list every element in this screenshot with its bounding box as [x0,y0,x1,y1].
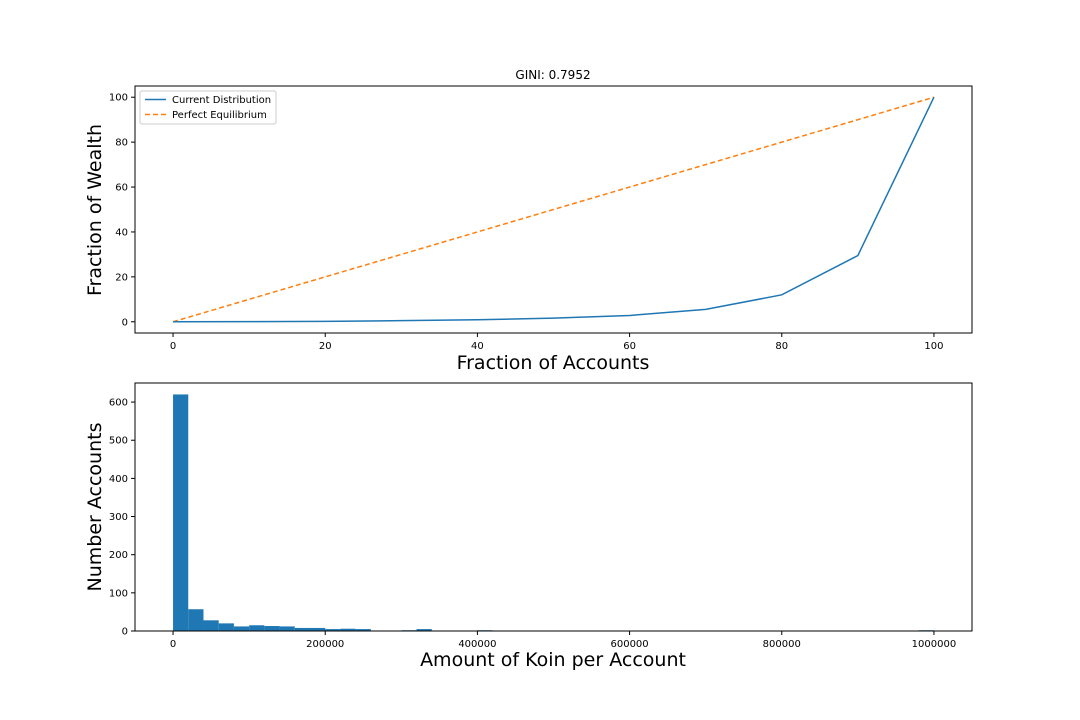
legend: Current Distribution Perfect Equilibrium [139,90,277,125]
top-y-axis-title: Fraction of Wealth [84,124,106,296]
histogram-bar [188,609,204,631]
histogram-bar [173,394,189,631]
histogram-bar [218,623,234,631]
top-x-tick-label: 20 [319,341,332,352]
top-x-tick-label: 0 [170,341,176,352]
legend-label-equilibrium: Perfect Equilibrium [172,110,267,121]
bottom-y-axis-title: Number Accounts [84,423,106,592]
bottom-plot-frame [134,382,973,632]
histogram-bar [294,627,311,631]
histogram-bar [264,626,280,631]
top-y-tick-label: 20 [115,272,128,283]
bottom-x-tick-label: 400000 [458,639,496,650]
bottom-y-tick-label: 300 [109,512,128,523]
top-x-tick-label: 40 [471,341,484,352]
bottom-y-tick-label: 100 [109,588,128,599]
histogram-bar [279,626,295,631]
bottom-x-tick-label: 800000 [763,639,801,650]
series-current-distribution [173,96,935,323]
bottom-x-tick-label: 1000000 [912,639,957,650]
top-plot-frame [134,85,973,334]
histogram-bar [249,625,265,631]
histogram-bar [310,627,326,631]
bottom-x-tick-label: 200000 [306,639,344,650]
lorenz-chart: GINI: 0.7952 0 20 40 60 80 100 0 20 40 60 80 100 Fr… [84,68,973,374]
chart-title: GINI: 0.7952 [515,68,590,82]
bottom-y-tick-label: 400 [109,474,128,485]
histogram-bar [416,629,432,631]
top-y-tick-label: 60 [115,183,128,194]
top-ticks: 0 20 40 60 80 100 0 20 40 60 80 100 [109,93,944,352]
histogram-bar [233,626,250,631]
legend-label-current: Current Distribution [172,95,271,106]
top-x-tick-label: 100 [924,341,943,352]
top-y-tick-label: 40 [115,227,128,238]
histogram-bar [355,629,371,631]
histogram-bar [203,620,219,631]
top-x-tick-label: 60 [623,341,636,352]
bottom-x-tick-label: 600000 [610,639,648,650]
bottom-y-tick-label: 600 [109,398,128,409]
top-y-tick-label: 100 [109,93,128,104]
series-perfect-equilibrium [172,96,935,323]
histogram-chart: 0 200000 400000 600000 800000 1000000 0 100 200 3… [84,382,973,671]
bottom-ticks: 0 200000 400000 600000 800000 1000000 0 100 200 3… [109,398,956,650]
histogram-bars [173,394,934,631]
bottom-y-tick-label: 0 [122,627,128,638]
top-y-tick-label: 0 [122,317,128,328]
top-x-tick-label: 80 [775,341,788,352]
bottom-y-tick-label: 200 [109,550,128,561]
top-series [172,96,935,323]
top-x-axis-title: Fraction of Accounts [457,352,650,374]
histogram-bar [325,629,341,631]
legend-box [139,90,277,125]
bottom-x-tick-label: 0 [170,639,176,650]
top-y-tick-label: 80 [115,138,128,149]
histogram-bar [340,628,356,631]
bottom-x-axis-title: Amount of Koin per Account [420,649,686,671]
bottom-y-tick-label: 500 [109,436,128,447]
